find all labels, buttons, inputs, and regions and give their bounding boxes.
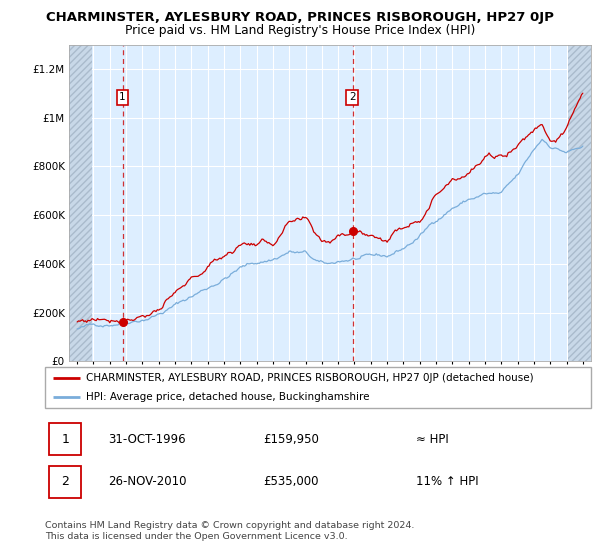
Text: This data is licensed under the Open Government Licence v3.0.: This data is licensed under the Open Gov… (45, 532, 347, 541)
FancyBboxPatch shape (49, 423, 81, 455)
Text: 2: 2 (349, 92, 355, 102)
Text: 26-NOV-2010: 26-NOV-2010 (108, 475, 186, 488)
Text: 31-OCT-1996: 31-OCT-1996 (108, 433, 185, 446)
Text: Contains HM Land Registry data © Crown copyright and database right 2024.: Contains HM Land Registry data © Crown c… (45, 521, 415, 530)
Text: £535,000: £535,000 (263, 475, 319, 488)
Text: 2: 2 (61, 475, 69, 488)
Text: 1: 1 (119, 92, 126, 102)
Text: £159,950: £159,950 (263, 433, 319, 446)
Text: 1: 1 (61, 433, 69, 446)
Text: 11% ↑ HPI: 11% ↑ HPI (416, 475, 479, 488)
Text: CHARMINSTER, AYLESBURY ROAD, PRINCES RISBOROUGH, HP27 0JP (detached house): CHARMINSTER, AYLESBURY ROAD, PRINCES RIS… (86, 374, 533, 383)
Text: CHARMINSTER, AYLESBURY ROAD, PRINCES RISBOROUGH, HP27 0JP: CHARMINSTER, AYLESBURY ROAD, PRINCES RIS… (46, 11, 554, 24)
FancyBboxPatch shape (49, 466, 81, 498)
Text: Price paid vs. HM Land Registry's House Price Index (HPI): Price paid vs. HM Land Registry's House … (125, 24, 475, 36)
Text: HPI: Average price, detached house, Buckinghamshire: HPI: Average price, detached house, Buck… (86, 392, 370, 402)
Text: ≈ HPI: ≈ HPI (416, 433, 449, 446)
